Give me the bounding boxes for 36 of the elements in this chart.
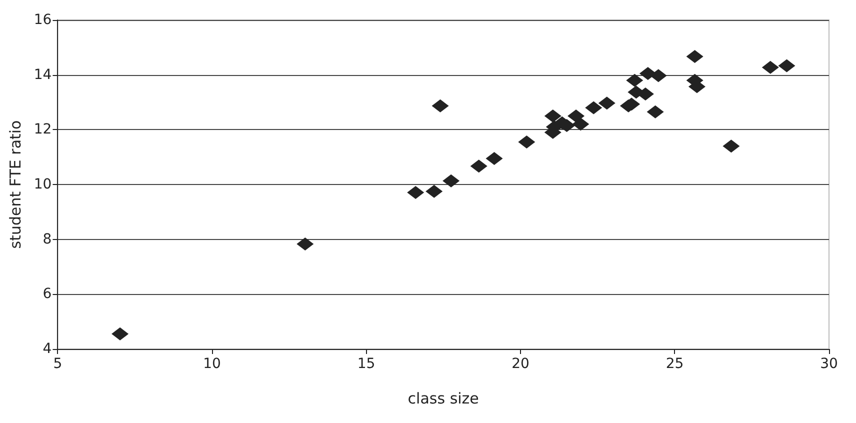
y-tick-label: 14 [34,66,52,83]
y-tick-label: 16 [34,12,52,28]
point [426,184,443,198]
point [296,237,314,250]
x-tick-label: 30 [820,356,838,372]
point [626,74,644,87]
point [778,59,796,72]
point [572,118,590,131]
point [762,60,779,74]
y-tick-label: 12 [34,122,52,138]
x-tick-label: 15 [357,356,376,372]
y-tick-label: 4 [42,341,52,357]
point [112,327,129,340]
point [442,174,460,188]
x-tick-label: 10 [203,356,221,372]
point [686,50,704,63]
y-tick-label: 6 [42,286,52,302]
point [568,109,585,122]
x-tick-label: 20 [512,356,530,372]
x-tick-label: 5 [53,356,62,372]
point [544,109,562,122]
point [650,69,667,82]
point [432,99,449,112]
x-tick-label: 25 [666,356,684,372]
x-axis-title: class size [408,390,479,408]
y-tick-label: 8 [42,231,52,248]
point [598,96,616,110]
y-tick-label: 10 [34,176,52,192]
y-axis-title: student FTE ratio [6,120,24,249]
point [486,152,503,165]
point [518,136,536,149]
point [470,160,488,173]
point [646,105,664,118]
point [585,101,602,114]
point [722,140,740,153]
point [407,186,424,199]
